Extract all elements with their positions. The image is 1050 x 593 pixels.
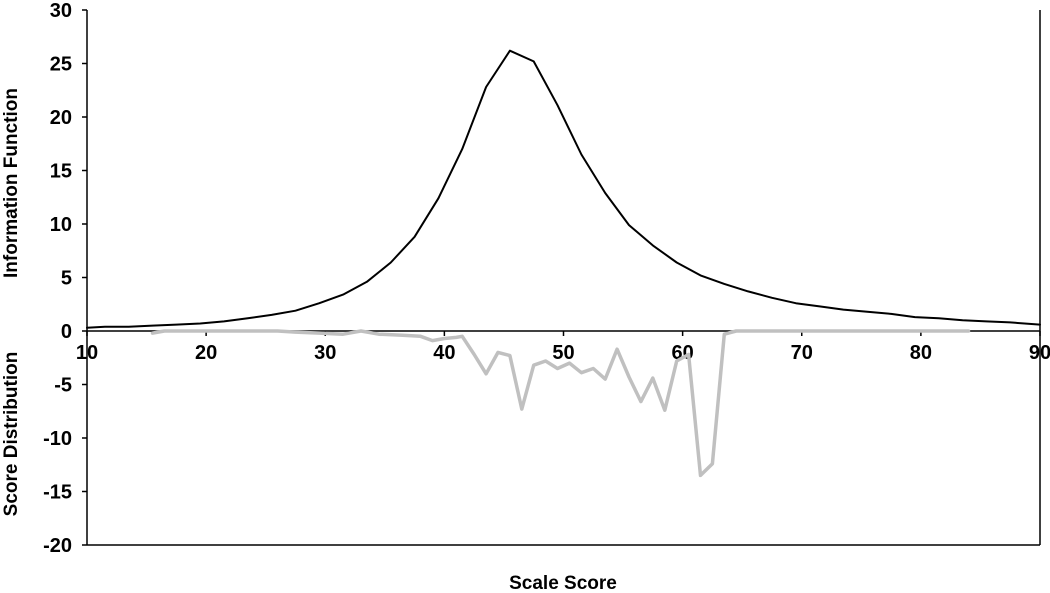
- y-tick-label: 0: [61, 321, 72, 343]
- information-function-line: [86, 49, 1041, 329]
- y-tick-label: -5: [54, 375, 72, 397]
- x-axis-label: Scale Score: [509, 573, 617, 593]
- y-tick-label: 10: [50, 214, 72, 236]
- y-axis-label-distribution: Score Distribution: [1, 352, 22, 517]
- x-tick-labels: 10 20 30 40 50 60 70 80 90: [76, 331, 1050, 364]
- y-tick-label: 20: [50, 107, 72, 129]
- y-tick-labels: 30 25 20 15 10 5 0 -5 -10 -15 -20: [43, 0, 87, 557]
- series-lines: [86, 49, 1041, 478]
- x-tick-label: 20: [195, 342, 217, 364]
- x-tick-label: 40: [433, 342, 455, 364]
- y-tick-label: 5: [61, 268, 72, 290]
- y-tick-label: -15: [43, 482, 72, 504]
- x-tick-label: 50: [552, 342, 574, 364]
- plot-frame: [86, 10, 1041, 546]
- x-tick-label: 90: [1029, 342, 1050, 364]
- x-tick-label: 80: [910, 342, 932, 364]
- y-tick-label: -20: [43, 535, 72, 557]
- x-tick-label: 70: [791, 342, 813, 364]
- y-tick-label: -10: [43, 428, 72, 450]
- y-tick-label: 15: [50, 161, 72, 183]
- y-tick-label: 30: [50, 0, 72, 22]
- score-distribution-line: [150, 329, 971, 478]
- x-tick-label: 30: [314, 342, 336, 364]
- x-tick-label: 10: [76, 342, 98, 364]
- y-tick-label: 25: [50, 54, 72, 76]
- y-axis-label-information: Information Function: [1, 88, 22, 278]
